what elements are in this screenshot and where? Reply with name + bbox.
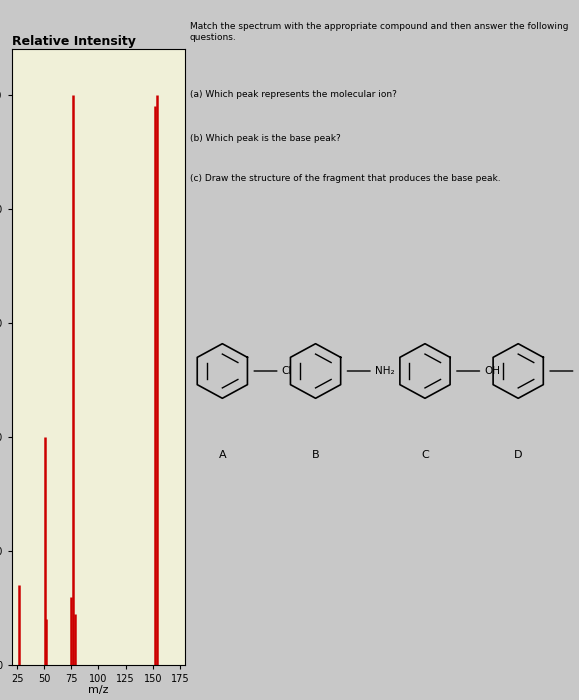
Text: OH: OH (485, 366, 500, 376)
Text: NH₂: NH₂ (375, 366, 394, 376)
Text: Cl: Cl (282, 366, 292, 376)
Text: A: A (218, 450, 226, 460)
Text: (c) Draw the structure of the fragment that produces the base peak.: (c) Draw the structure of the fragment t… (190, 174, 500, 183)
Text: Match the spectrum with the appropriate compound and then answer the following q: Match the spectrum with the appropriate … (190, 22, 569, 42)
Text: Br: Br (578, 366, 579, 376)
Text: Relative Intensity: Relative Intensity (12, 35, 135, 48)
Text: C: C (421, 450, 429, 460)
Text: (b) Which peak is the base peak?: (b) Which peak is the base peak? (190, 134, 340, 144)
Text: D: D (514, 450, 522, 460)
X-axis label: m/z: m/z (88, 685, 109, 695)
Text: B: B (312, 450, 320, 460)
Text: (a) Which peak represents the molecular ion?: (a) Which peak represents the molecular … (190, 90, 397, 99)
